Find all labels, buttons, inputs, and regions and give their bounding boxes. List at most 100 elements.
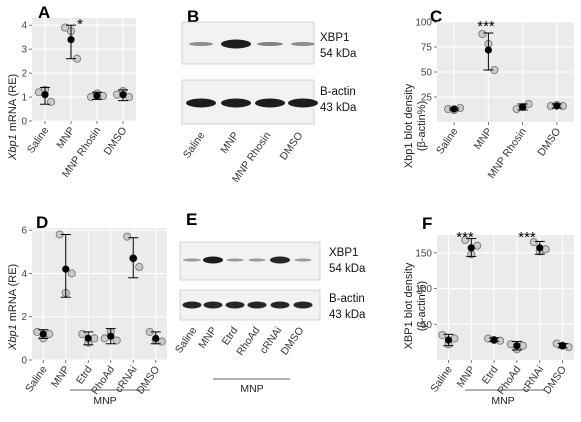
- blot-e-band2-name: B-actin: [329, 293, 365, 305]
- chart-c-category-label: DMSO: [535, 126, 563, 159]
- blot-e-bands-band: [247, 301, 267, 309]
- chart-f-plot-area: [437, 235, 574, 360]
- panel-letter-b: B: [187, 7, 199, 26]
- blot-e-lane-label: Saline: [173, 325, 200, 356]
- chart-d-mean-marker: [152, 334, 160, 342]
- blot-e-bands-band: [248, 258, 266, 262]
- blot-e-bands-band: [203, 256, 223, 264]
- chart-f-ytick-label: 150: [415, 248, 432, 259]
- chart-d-mean-marker: [62, 265, 70, 273]
- chart-a-ytick-label: 1: [21, 93, 27, 104]
- blot-b-band1-size: 54 kDa: [320, 48, 357, 60]
- chart-d-plot-area: [32, 228, 167, 360]
- blot-e-bands: [182, 256, 313, 309]
- chart-f-category-label: Saline: [428, 364, 455, 395]
- chart-d-category-label: MNP: [49, 364, 72, 390]
- chart-c-data-point: [478, 29, 487, 39]
- chart-c-category-label: MNP: [472, 126, 495, 152]
- blot-e-bands-band: [203, 301, 223, 309]
- chart-d-category-label: RhoAd: [89, 364, 117, 397]
- chart-d-mean-marker: [39, 330, 47, 338]
- chart-f-mean-marker: [536, 244, 544, 252]
- chart-f-mean-marker: [467, 244, 475, 252]
- blot-b-bands-band: [255, 98, 285, 108]
- blot-e-group-label: MNP: [240, 383, 263, 395]
- blot-e-bands-band: [294, 258, 312, 262]
- blot-e-band2-size: 43 kDa: [329, 309, 366, 321]
- chart-a-ylabel: Xbp1 mRNA (RE): [7, 74, 19, 161]
- chart-d-category-label: Etrd: [74, 364, 95, 387]
- chart-a-category-label: DMSO: [102, 125, 130, 158]
- chart-a-category-label: MNP: [54, 125, 77, 151]
- chart-c-ytick-label: 25: [421, 93, 433, 104]
- blot-b-bands-band: [288, 98, 318, 108]
- chart-d-ytick-label: 4: [21, 269, 27, 280]
- chart-d-data-point: [123, 232, 132, 241]
- chart-d-category-label: DMSO: [134, 364, 162, 397]
- blot-e-bands-band: [270, 256, 290, 264]
- blot-b-bands-band: [221, 98, 251, 108]
- blot-e: XBP1 54 kDa B-actin 43 kDa Saline MNP Et…: [173, 241, 366, 395]
- chart-f-ylabel-line2: (β-actin%): [416, 281, 428, 331]
- panel-letter-f: F: [422, 214, 432, 233]
- chart-a-mean-marker: [67, 35, 75, 44]
- chart-d-data-point: [112, 336, 121, 345]
- blot-b-bands-band: [257, 42, 283, 46]
- blot-e-lane-label: Etrd: [220, 325, 241, 348]
- chart-c-significance: ***: [477, 18, 495, 35]
- chart-a-ytick-label: 4: [21, 21, 27, 32]
- chart-a-plot-area: [32, 18, 136, 121]
- chart-c-mean-marker: [450, 105, 458, 113]
- blot-b-lane-label: Saline: [181, 130, 208, 161]
- blot-b-band2-name: B-actin: [320, 86, 356, 98]
- chart-d-data-point: [67, 269, 76, 278]
- blot-e-lane-label: RhoAd: [234, 325, 262, 358]
- panel-letter-d: D: [36, 213, 48, 232]
- chart-f-mean-marker: [490, 336, 498, 344]
- chart-a-ytick-label: 0: [21, 117, 27, 128]
- chart-a-ytick-label: 3: [21, 45, 27, 56]
- blot-e-xbp1-membrane: [179, 241, 321, 281]
- chart-f-mean-marker: [513, 342, 521, 350]
- chart-f-significance-crnai: ***: [518, 229, 536, 246]
- blot-e-lane-label: MNP: [196, 325, 219, 351]
- chart-f-ytick-label: 100: [415, 284, 432, 295]
- chart-f-category-label: RhoAd: [495, 364, 523, 397]
- chart-f-category-label: MNP: [454, 364, 477, 390]
- chart-a-category-label: Saline: [25, 125, 52, 156]
- chart-c-mean-marker: [519, 103, 527, 111]
- chart-d-mean-marker: [84, 334, 92, 342]
- blot-e-bands-band: [293, 301, 313, 309]
- panel-letter-a: A: [38, 3, 50, 22]
- chart-d-category-label: Saline: [23, 364, 50, 395]
- chart-f-data-point: [450, 334, 459, 343]
- chart-f-mean-marker: [558, 342, 567, 350]
- blot-e-bands-band: [226, 258, 244, 262]
- chart-d-ytick-label: 0: [21, 356, 27, 367]
- blot-e-lane-label: DMSO: [279, 325, 307, 358]
- chart-a-mean-marker: [93, 92, 101, 100]
- chart-a-mean-marker: [41, 91, 49, 99]
- chart-a-ytick-label: 2: [21, 69, 27, 80]
- chart-a-data-point: [46, 97, 56, 106]
- chart-c-category-label: Saline: [434, 126, 461, 157]
- panel-letter-c: C: [430, 7, 442, 26]
- blot-e-band1-size: 54 kDa: [329, 263, 366, 275]
- chart-d-mean-marker: [107, 332, 115, 340]
- blot-b: XBP1 54 kDa B-actin 43 kDa Saline MNP MN…: [181, 21, 357, 185]
- chart-f-ytick-label: 50: [421, 320, 433, 331]
- chart-f-data-point: [541, 245, 550, 254]
- blot-e-bands-band: [225, 301, 245, 309]
- chart-f-data-point: [529, 238, 538, 247]
- chart-c-mean-marker: [484, 46, 492, 54]
- blot-b-bands-band: [189, 42, 213, 46]
- chart-f-category-label: DMSO: [541, 364, 569, 397]
- chart-d-data-point: [135, 262, 144, 272]
- blot-b-lane-label: MNP: [218, 130, 241, 156]
- chart-c-ylabel-line1: Xbp1 blot density: [403, 83, 415, 168]
- chart-f-data-point: [438, 330, 447, 340]
